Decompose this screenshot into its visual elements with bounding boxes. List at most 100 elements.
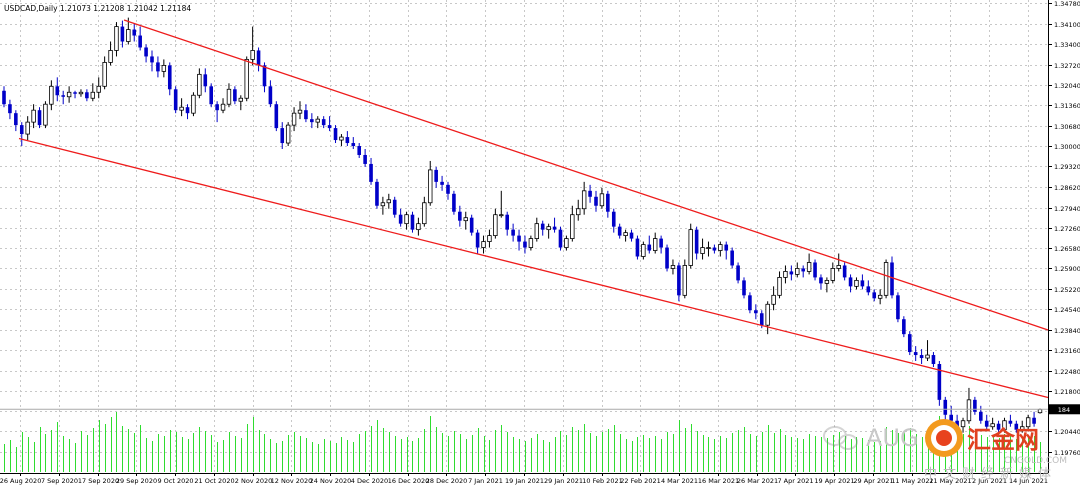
x-tick-label: 4 Mar 2021 <box>661 477 698 485</box>
candle-body <box>866 286 871 293</box>
watermark-url: CNGOLD.COM <box>1004 456 1067 466</box>
candle-body <box>813 262 817 278</box>
candle-body <box>369 163 373 182</box>
candle-body <box>754 310 758 314</box>
candle-body <box>688 229 693 266</box>
candle-body <box>2 90 6 105</box>
candle-body <box>440 181 444 185</box>
candle-body <box>736 265 740 281</box>
candle-body <box>830 268 835 281</box>
candle-body <box>452 193 456 212</box>
candle-body <box>896 295 900 320</box>
candle-body <box>907 334 912 353</box>
x-tick-label: 26 Mar 2021 <box>737 477 778 485</box>
candle-body <box>333 128 338 141</box>
x-tick-label: 4 Dec 2020 <box>351 477 388 485</box>
x-tick-label: 9 Oct 2020 <box>157 477 193 485</box>
candle-body <box>984 420 989 427</box>
x-tick-label: 2 Nov 2020 <box>235 477 273 485</box>
candle-body <box>386 199 391 204</box>
y-tick-label: 1.28620 <box>1054 184 1080 192</box>
y-tick-label: 1.25900 <box>1054 265 1080 273</box>
candle-body <box>517 235 521 242</box>
candle-body <box>398 214 403 224</box>
candle-body <box>351 143 356 147</box>
candle-body <box>392 199 397 215</box>
candle-body <box>641 244 646 257</box>
channel-lower-line[interactable] <box>18 137 1049 399</box>
x-tick-label: 7 Jan 2021 <box>468 477 503 485</box>
candle-body <box>191 94 196 114</box>
candle-body <box>759 313 764 326</box>
candle-body <box>475 232 480 248</box>
x-tick-label: 29 Jan 2021 <box>544 477 583 485</box>
chart-title: USDCAD,Daily 1.21073 1.21208 1.21042 1.2… <box>4 4 191 13</box>
current-price-label: 184 <box>1058 406 1070 414</box>
y-tick-label: 1.26580 <box>1054 245 1080 253</box>
candle-body <box>647 244 652 251</box>
x-tick-label: 24 Nov 2020 <box>310 477 352 485</box>
candle-body <box>108 50 113 63</box>
candle-body <box>706 247 711 249</box>
candle-body <box>410 214 415 230</box>
candle-body <box>955 420 959 427</box>
trend-channel[interactable] <box>18 19 1049 399</box>
candle-body <box>1008 420 1013 424</box>
y-tick-label: 1.30680 <box>1054 123 1080 131</box>
candle-body <box>144 47 148 57</box>
candle-body <box>380 202 386 207</box>
candle-body <box>138 35 142 48</box>
y-tick-label: 1.23160 <box>1054 347 1080 355</box>
y-tick-label: 1.31360 <box>1054 102 1080 110</box>
candle-body <box>943 399 948 415</box>
grid-lines <box>0 0 1048 473</box>
x-tick-label: 2 Jun 2021 <box>972 477 1007 485</box>
y-tick-label: 1.25220 <box>1054 286 1080 294</box>
candle-body <box>161 64 167 72</box>
candle-body <box>446 184 450 194</box>
x-tick-label: 19 Apr 2021 <box>814 477 854 485</box>
candle-body <box>931 355 936 365</box>
candle-body <box>902 319 906 335</box>
candle-body <box>883 262 889 296</box>
candle-body <box>66 91 72 98</box>
candle-body <box>819 277 823 284</box>
current-price-box <box>1049 404 1080 415</box>
candle-body <box>629 232 634 239</box>
channel-upper-line[interactable] <box>123 19 1049 331</box>
candle-body <box>801 268 805 272</box>
candle-body <box>102 62 107 87</box>
candle-body <box>599 193 605 207</box>
candle-body <box>499 214 504 217</box>
x-tick-label: 16 Dec 2020 <box>388 477 430 485</box>
watermark-brand-text: 汇金网 <box>967 426 1039 454</box>
x-tick-label: 7 Sep 2020 <box>41 477 78 485</box>
candle-body <box>581 190 587 210</box>
candle-body <box>339 136 344 141</box>
candle-body <box>665 247 669 269</box>
candle-body <box>1020 426 1025 431</box>
candle-body <box>990 423 995 428</box>
x-tick-label: 29 Apr 2021 <box>853 477 893 485</box>
x-tick-label: 14 Jun 2021 <box>1009 477 1048 485</box>
candle-body <box>304 110 308 120</box>
candle-body <box>78 91 84 95</box>
candle-body <box>55 86 60 96</box>
candle-body <box>913 352 918 356</box>
candle-body <box>540 223 545 230</box>
y-tick-label: 1.32720 <box>1054 62 1080 70</box>
candle-body <box>280 128 285 144</box>
candle-body <box>315 118 320 123</box>
candle-body <box>570 214 575 239</box>
candle-body <box>842 265 847 278</box>
candle-body <box>49 85 54 105</box>
candle-body <box>327 125 332 129</box>
candle-body <box>546 226 551 231</box>
candle-body <box>860 280 865 287</box>
candle-body <box>824 279 830 284</box>
candle-body <box>90 91 95 99</box>
x-tick-label: 28 Dec 2020 <box>426 477 468 485</box>
candle-body <box>256 50 261 66</box>
